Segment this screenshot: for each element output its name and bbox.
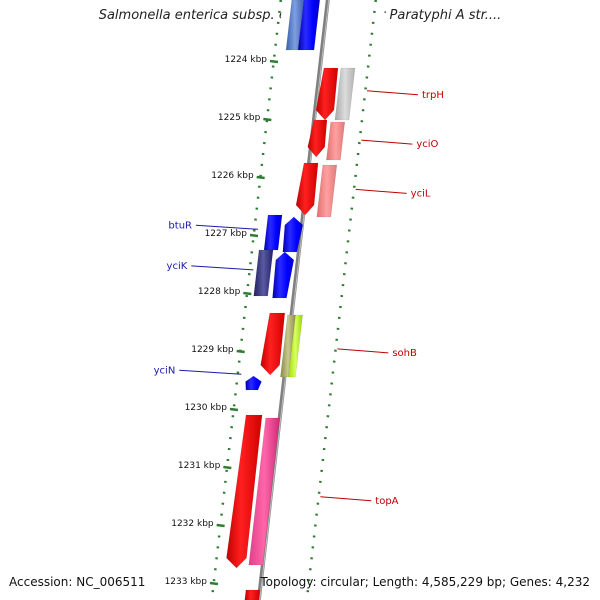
gene-bottom-red[interactable]	[244, 589, 261, 600]
ruler-tick	[263, 117, 272, 122]
gene-label-topA[interactable]: topA	[375, 496, 398, 507]
ruler-tick-label: 1228 kbp	[198, 287, 241, 297]
gene-label-yciO[interactable]: yciO	[416, 139, 438, 150]
gene-label-trpH[interactable]: trpH	[422, 90, 444, 101]
gene-label-leader	[366, 90, 419, 96]
ruler-tick	[249, 233, 259, 238]
gene-label-sohB[interactable]: sohB	[392, 348, 417, 359]
backbone-line	[256, 0, 330, 600]
topology-label: Topology: circular; Length: 4,585,229 bp…	[260, 575, 590, 589]
gene-label-leader	[361, 139, 413, 145]
ruler-tick-label: 1226 kbp	[211, 171, 254, 181]
backbone-highlight	[259, 0, 330, 600]
gene-yciL-salmon[interactable]	[316, 164, 338, 218]
ruler-tick	[269, 59, 279, 64]
gene-label-leader	[179, 369, 242, 375]
gene-label-leader	[337, 348, 389, 354]
gene-btuR-1[interactable]	[263, 214, 283, 251]
ruler-tick-label: 1233 kbp	[165, 577, 208, 587]
ruler-tick-label: 1230 kbp	[185, 403, 228, 413]
gene-forward-top-2[interactable]	[297, 0, 321, 51]
gene-topA-pink[interactable]	[248, 417, 281, 566]
gene-yciK-1[interactable]	[253, 249, 274, 297]
ruler-tick	[223, 465, 232, 470]
ruler-tick	[256, 175, 265, 180]
gene-sohB-lime[interactable]	[288, 314, 303, 378]
gene-topA-red[interactable]	[226, 414, 263, 569]
outer-dotted-line	[305, 0, 378, 600]
kbp-ruler: 1224 kbp 1225 kbp 1226 kbp 1227 kbp 1228 kbp…	[165, 55, 279, 587]
gene-label-leader	[191, 265, 254, 271]
inner-dotted-line	[210, 0, 283, 600]
accession-label: Accession: NC_006511	[9, 575, 146, 589]
gene-label-btuR[interactable]: btuR	[168, 220, 192, 231]
gene-sohB-red[interactable]	[260, 312, 286, 376]
ruler-tick	[209, 581, 219, 586]
gene-trpH-red[interactable]	[315, 67, 339, 121]
gene-yciN[interactable]	[245, 375, 262, 391]
genes[interactable]	[226, 0, 356, 600]
gene-trpH-grey[interactable]	[334, 67, 356, 121]
gene-btuR-2[interactable]	[282, 216, 304, 253]
gene-label-leader	[195, 224, 259, 230]
gene-label-yciK[interactable]: yciK	[167, 261, 188, 272]
gene-label-yciN[interactable]: yciN	[154, 365, 176, 376]
gene-labels[interactable]: btuR yciK yciN trpH yciO yciL sohB topA	[154, 90, 444, 507]
gene-yciK-2[interactable]	[272, 251, 295, 299]
ruler-tick-label: 1232 kbp	[171, 519, 214, 529]
gene-yciO-salmon[interactable]	[326, 121, 346, 161]
gene-yciO-red[interactable]	[307, 119, 328, 158]
genome-backbone	[256, 0, 330, 600]
ruler-tick-label: 1229 kbp	[191, 345, 234, 355]
ruler-tick	[229, 407, 239, 412]
gene-label-leader	[355, 188, 407, 194]
ruler-tick	[243, 291, 252, 296]
ruler-tick-label: 1224 kbp	[225, 55, 268, 65]
ruler-tick	[216, 523, 225, 528]
ruler-tick-label: 1227 kbp	[205, 229, 248, 239]
gene-label-leader	[320, 496, 372, 502]
dotted-guides	[210, 0, 378, 600]
ruler-tick-label: 1225 kbp	[218, 113, 261, 123]
ruler-tick-label: 1231 kbp	[178, 461, 221, 471]
gene-label-yciL[interactable]: yciL	[411, 188, 431, 199]
gene-yciL-red[interactable]	[295, 162, 319, 216]
ruler-tick	[236, 349, 245, 354]
